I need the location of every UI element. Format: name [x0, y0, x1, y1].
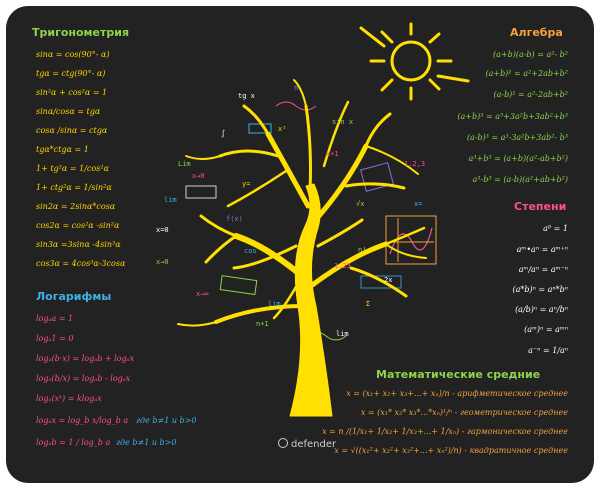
trig-formula: 1+ ctg²α = 1/sin²α	[36, 183, 112, 192]
scribble: Lim	[178, 160, 191, 168]
trig-heading: Тригонометрия	[32, 26, 130, 39]
scribble: n+1	[256, 320, 269, 328]
trig-formula: sin2α = 2sinα*cosα	[36, 202, 116, 211]
scribble: x→∞	[196, 290, 209, 298]
trig-formula: cos3α = 4cos³α-3cosα	[36, 259, 126, 268]
scribble: 1.23	[334, 262, 351, 270]
scribble: n!	[358, 246, 366, 254]
brand-name: defender	[291, 439, 337, 450]
means-formula: x = (x₁* x₂* x₃*...*xₙ)¹/ⁿ	[360, 408, 453, 417]
powers-formula: (a*b)ⁿ = aⁿ*bⁿ	[512, 285, 568, 294]
trig-formula: tgα = ctg(90°- α)	[36, 69, 106, 78]
sun-icon	[359, 22, 470, 101]
scribble: x→0	[192, 172, 205, 180]
trig-formula: cosα /sinα = ctgα	[36, 126, 108, 135]
log-formula: logₐa = 1	[36, 314, 74, 323]
scribble: y=	[242, 180, 250, 188]
algebra-formula: (a+b)³ = a³+3a²b+3ab²+b³	[457, 112, 568, 121]
log-formula: logₐb = 1 / log_b a	[36, 438, 111, 447]
powers-formula: a⁻ⁿ = 1/aⁿ	[528, 346, 568, 355]
trig-formula: sinα/cosα = tgα	[36, 107, 101, 116]
tree-scribbles: Lim x→0 tg x 1.2,3 sin x lim x=0 f(x) x²…	[156, 84, 425, 338]
means-line: x = (x₁+ x₂+ x₃+...+ xₙ)/n - арифметичес…	[346, 389, 568, 399]
scribble: tg x	[238, 92, 255, 100]
means-name: - квадратичное среднее	[461, 446, 568, 455]
means-name: - геометрическое среднее	[452, 408, 568, 417]
log-formula: logₐ1 = 0	[36, 334, 74, 343]
scribble: lim	[336, 330, 349, 338]
scribble: ∫	[221, 129, 225, 138]
scribble: 1.2,3	[404, 160, 425, 168]
trig-formula: sin²α + cos²α = 1	[36, 88, 108, 97]
means-line: x = √((x₁²+ x₂²+ x₃²+...+ xₙ²)/n) - квад…	[334, 446, 568, 456]
means-name: - гармоническое среднее	[459, 427, 568, 436]
scribble: lim	[268, 300, 281, 308]
means-formula: x = √((x₁²+ x₂²+ x₃²+...+ xₙ²)/n)	[334, 446, 462, 455]
scribble: 2x	[384, 276, 392, 284]
trig-formula: sin3α =3sinα -4sin³α	[36, 240, 121, 249]
defender-logo-icon	[278, 438, 288, 448]
scribble: x=	[414, 200, 422, 208]
algebra-heading: Алгебра	[510, 26, 563, 39]
algebra-formula: a³-b³ = (a-b)(a²+ab+b²)	[472, 175, 568, 184]
tree-illustration: Lim x→0 tg x 1.2,3 sin x lim x=0 f(x) x²…	[156, 22, 470, 417]
algebra-formula: (a-b)³ = a³-3a²b+3ab²- b³	[466, 133, 568, 142]
scribble: x+1	[326, 150, 339, 158]
log-condition: где b≠1 и b>0	[136, 416, 197, 425]
means-heading: Математические средние	[376, 368, 541, 381]
means-line: x = n /(1/x₁+ 1/x₂+ 1/x₃+...+ 1/xₙ) - га…	[322, 427, 568, 437]
scribble: f(x)	[226, 215, 243, 223]
scribble: x²	[278, 125, 286, 133]
scribble: cos	[244, 247, 257, 255]
means-name: - арифметическое среднее	[449, 389, 568, 398]
algebra-formula: (a+b)² = a²+2ab+b²	[485, 69, 568, 78]
algebra-formula: (a+b)(a-b) = a²- b²	[492, 50, 568, 59]
algebra-formula: a³+b³ = (a+b)(a²-ab+b²)	[468, 154, 568, 163]
powers-formula: (aᵐ)ⁿ = aᵐⁿ	[524, 325, 568, 334]
powers-formula: aᵐ/aⁿ = aᵐ⁻ⁿ	[518, 265, 568, 274]
means-formula: x = n /(1/x₁+ 1/x₂+ 1/x₃+...+ 1/xₙ)	[322, 427, 460, 436]
trig-formula: 1+ tg²α = 1/cos²α	[36, 164, 109, 173]
trig-formula: cos2α = cos²α -sin²α	[36, 221, 120, 230]
log-condition: где b≠1 и b>0	[116, 438, 177, 447]
powers-formula: a⁰ = 1	[543, 224, 568, 233]
powers-heading: Степени	[514, 200, 567, 213]
scribble: x→0	[156, 258, 169, 266]
trig-formula: sinα = cos(90°- α)	[36, 50, 110, 59]
means-line: x = (x₁* x₂* x₃*...*xₙ)¹/ⁿ - геометричес…	[361, 408, 568, 418]
log-formula: logₐ(b·x) = logₐb + logₐx	[36, 354, 135, 363]
log-formula: logₐx = log_b x/log_b a	[36, 416, 129, 425]
log-formula: logₐ(b/x) = logₐb - logₐx	[36, 374, 131, 383]
scribble: x=0	[156, 226, 169, 234]
means-formula: x = (x₁+ x₂+ x₃+...+ xₙ)/n	[346, 389, 450, 398]
algebra-formula: (a-b)² = a²-2ab+b²	[493, 90, 568, 99]
powers-formula: (a/b)ⁿ = aⁿ/bⁿ	[515, 305, 568, 314]
trig-formula: tgα*ctgα = 1	[36, 145, 89, 154]
scribble: √x	[356, 200, 364, 208]
log-heading: Логарифмы	[36, 290, 112, 303]
scribble: sin x	[332, 118, 353, 126]
powers-formula: aᵐ•aⁿ = aᵐ⁺ⁿ	[516, 245, 568, 254]
scribble: lim	[164, 196, 177, 204]
log-formula: logₐ(xᵏ) = klogₐx	[36, 394, 102, 403]
tree-trunk	[177, 79, 427, 417]
brand-logo: defender	[278, 438, 336, 450]
scribble: Σ	[366, 300, 370, 308]
mousepad: Lim x→0 tg x 1.2,3 sin x lim x=0 f(x) x²…	[6, 6, 594, 483]
scribble: π	[294, 84, 299, 92]
